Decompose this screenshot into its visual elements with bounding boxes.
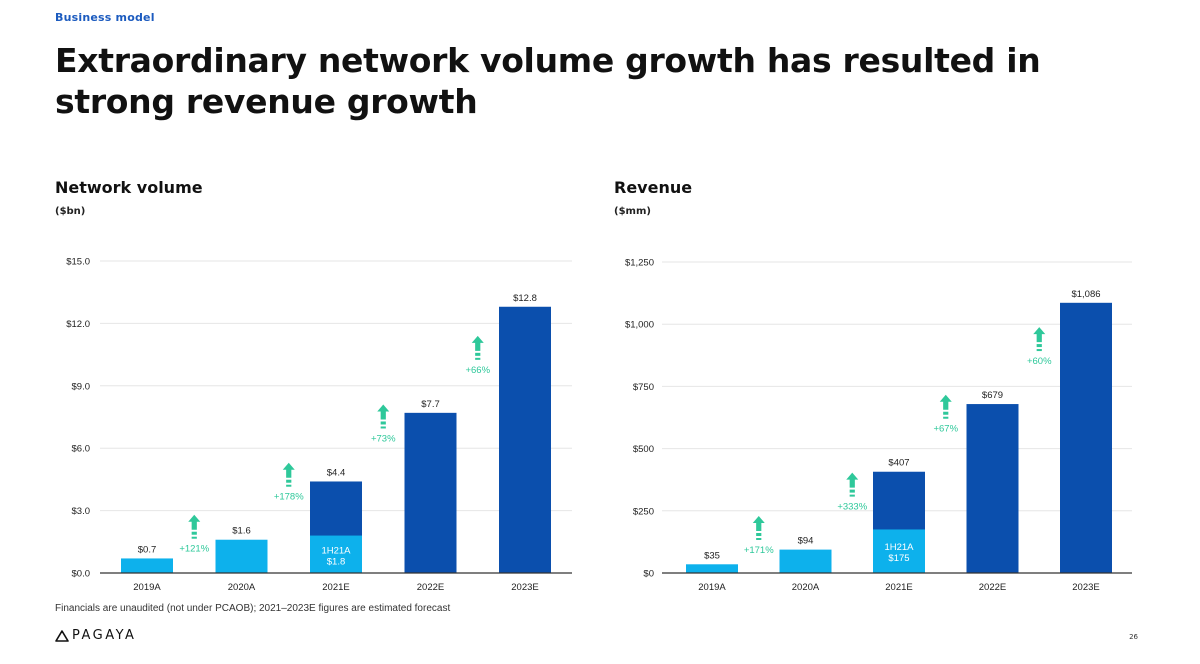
vol-growth-label: +66% — [465, 365, 490, 376]
vol-growth-arrow-icon — [377, 404, 390, 429]
vol-growth-label: +121% — [179, 544, 209, 555]
rev-growth-label: +60% — [1027, 356, 1052, 367]
vol-y-tick-label: $0.0 — [72, 569, 91, 580]
rev-growth-arrow-icon — [939, 394, 952, 419]
vol-y-tick-label: $12.0 — [66, 319, 90, 330]
vol-value-label: $4.4 — [327, 467, 346, 478]
rev-y-tick-label: $500 — [633, 444, 654, 455]
vol-growth-arrow-icon — [188, 514, 201, 539]
rev-value-label: $1,086 — [1071, 289, 1100, 300]
rev-growth-label: +67% — [933, 424, 958, 435]
footnote: Financials are unaudited (not under PCAO… — [55, 603, 451, 614]
rev-x-tick-label: 2019A — [698, 582, 726, 593]
vol-segment-value: $1.8 — [327, 556, 346, 567]
vol-bar-2020A — [215, 539, 268, 573]
page-number: 26 — [1129, 633, 1138, 641]
rev-growth-label: +171% — [744, 545, 774, 556]
rev-segment-value: $175 — [888, 553, 909, 564]
vol-bar-2022E — [404, 412, 457, 573]
vol-value-label: $1.6 — [232, 526, 251, 537]
vol-segment-label: 1H21A — [321, 545, 351, 556]
rev-x-tick-label: 2020A — [792, 582, 820, 593]
rev-segment-label: 1H21A — [884, 542, 914, 553]
rev-bar-2023E — [1060, 302, 1112, 573]
rev-value-label: $679 — [982, 390, 1003, 401]
rev-bar-2020A — [779, 549, 832, 573]
vol-y-tick-label: $6.0 — [72, 444, 91, 455]
rev-x-tick-label: 2021E — [885, 582, 912, 593]
vol-segment-1h21a — [310, 535, 362, 573]
vol-growth-label: +178% — [274, 492, 304, 503]
triangle-logo-icon — [55, 629, 69, 642]
revenue-unit: ($mm) — [614, 206, 651, 217]
pagaya-logo: PAGAYA — [55, 628, 136, 643]
page-title: Extraordinary network volume growth has … — [55, 41, 1041, 121]
vol-y-tick-label: $3.0 — [72, 506, 91, 517]
rev-growth-arrow-icon — [846, 472, 859, 497]
rev-x-tick-label: 2023E — [1072, 582, 1099, 593]
vol-x-tick-label: 2021E — [322, 582, 349, 593]
vol-value-label: $0.7 — [138, 544, 157, 555]
vol-value-label: $7.7 — [421, 399, 440, 410]
vol-y-tick-label: $15.0 — [66, 257, 90, 268]
vol-value-label: $12.8 — [513, 293, 537, 304]
section-label: Business model — [55, 11, 155, 24]
logo-text: PAGAYA — [72, 628, 137, 643]
network-volume-chart-title: Network volume — [55, 178, 203, 197]
rev-y-tick-label: $0 — [643, 569, 654, 580]
vol-y-tick-label: $9.0 — [72, 381, 91, 392]
vol-x-tick-label: 2019A — [133, 582, 161, 593]
rev-growth-label: +333% — [837, 502, 867, 513]
vol-x-tick-label: 2022E — [417, 582, 444, 593]
vol-x-tick-label: 2020A — [228, 582, 256, 593]
rev-bar-2022E — [966, 404, 1019, 573]
vol-bar-2019A — [121, 558, 173, 573]
vol-bar-2023E — [499, 306, 551, 573]
rev-value-label: $94 — [798, 536, 814, 547]
rev-value-label: $407 — [888, 458, 909, 469]
rev-segment-1h21a — [873, 529, 925, 573]
vol-growth-label: +73% — [371, 433, 396, 444]
vol-x-tick-label: 2023E — [511, 582, 538, 593]
rev-x-tick-label: 2022E — [979, 582, 1006, 593]
rev-bar-2019A — [686, 564, 738, 573]
rev-y-tick-label: $1,250 — [625, 258, 654, 269]
rev-y-tick-label: $750 — [633, 382, 654, 393]
rev-value-label: $35 — [704, 550, 720, 561]
revenue-chart-title: Revenue — [614, 178, 693, 197]
network-volume-unit: ($bn) — [55, 206, 86, 217]
vol-growth-arrow-icon — [282, 462, 295, 487]
rev-growth-arrow-icon — [752, 516, 765, 540]
vol-growth-arrow-icon — [471, 335, 484, 360]
rev-growth-arrow-icon — [1033, 327, 1046, 352]
rev-y-tick-label: $250 — [633, 506, 654, 517]
rev-y-tick-label: $1,000 — [625, 320, 654, 331]
